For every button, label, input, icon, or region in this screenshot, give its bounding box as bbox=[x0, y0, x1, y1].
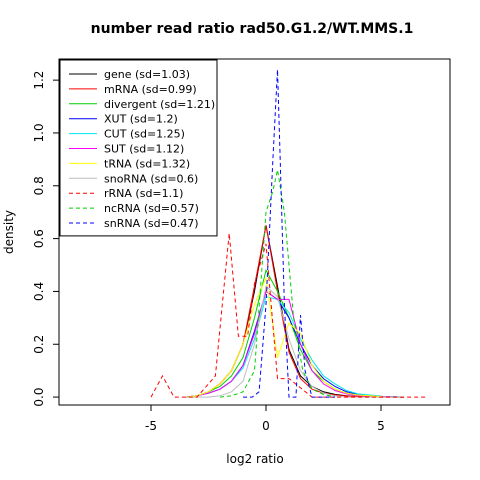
legend: gene (sd=1.03) mRNA (sd=0.99) divergent (s… bbox=[59, 59, 218, 237]
legend-label: XUT (sd=1.2) bbox=[104, 113, 178, 126]
series-line-5 bbox=[185, 290, 405, 398]
legend-label: mRNA (sd=0.99) bbox=[104, 83, 197, 96]
x-tick-label: 0 bbox=[262, 419, 270, 433]
x-tick-label: 5 bbox=[377, 419, 385, 433]
legend-label: snRNA (sd=0.47) bbox=[104, 217, 199, 230]
series-line-8 bbox=[150, 233, 427, 398]
y-axis: 0.0 0.2 0.4 0.6 0.8 1.0 1.2 bbox=[32, 71, 59, 407]
x-tick-label: -5 bbox=[145, 419, 157, 433]
y-tick-label: 0.4 bbox=[32, 282, 46, 301]
x-axis: -5 0 5 bbox=[145, 405, 385, 433]
plot-frame bbox=[58, 58, 451, 406]
series-line-6 bbox=[185, 276, 405, 398]
series-layer bbox=[150, 69, 427, 398]
legend-label: divergent (sd=1.21) bbox=[104, 98, 215, 111]
y-tick-label: 1.0 bbox=[32, 123, 46, 142]
series-line-7 bbox=[185, 285, 404, 398]
legend-label: rRNA (sd=1.1) bbox=[104, 187, 183, 200]
legend-label: tRNA (sd=1.32) bbox=[104, 157, 190, 170]
legend-label: CUT (sd=1.25) bbox=[104, 128, 185, 141]
chart-title: number read ratio rad50.G1.2/WT.MMS.1 bbox=[91, 21, 414, 37]
legend-label: SUT (sd=1.12) bbox=[104, 143, 184, 156]
y-tick-label: 1.2 bbox=[32, 71, 46, 90]
y-tick-label: 0.8 bbox=[32, 176, 46, 195]
legend-label: snoRNA (sd=0.6) bbox=[104, 172, 198, 185]
legend-label: ncRNA (sd=0.57) bbox=[104, 202, 199, 215]
y-tick-label: 0.6 bbox=[32, 229, 46, 248]
series-line-9 bbox=[219, 169, 336, 398]
legend-label: gene (sd=1.03) bbox=[104, 68, 190, 81]
y-tick-label: 0.0 bbox=[32, 388, 46, 407]
y-axis-label: density bbox=[2, 210, 16, 254]
y-tick-label: 0.2 bbox=[32, 335, 46, 354]
x-axis-label: log2 ratio bbox=[226, 452, 283, 466]
